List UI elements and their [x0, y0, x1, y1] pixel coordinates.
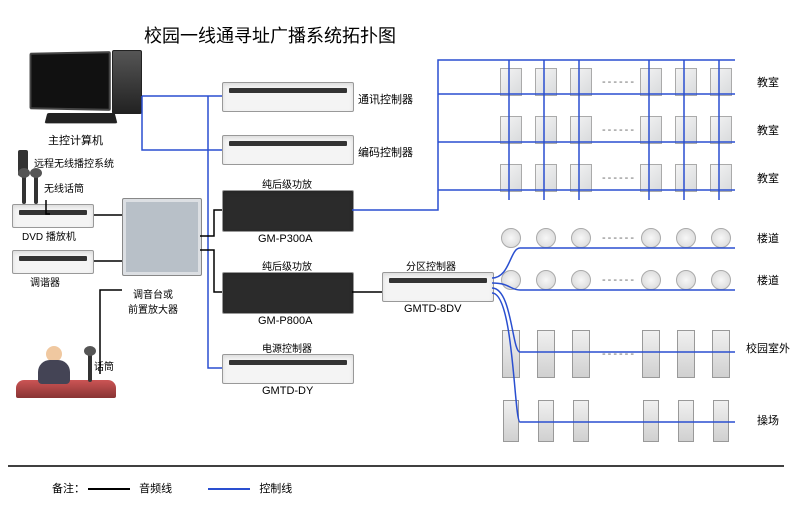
topology-lines — [0, 0, 800, 516]
